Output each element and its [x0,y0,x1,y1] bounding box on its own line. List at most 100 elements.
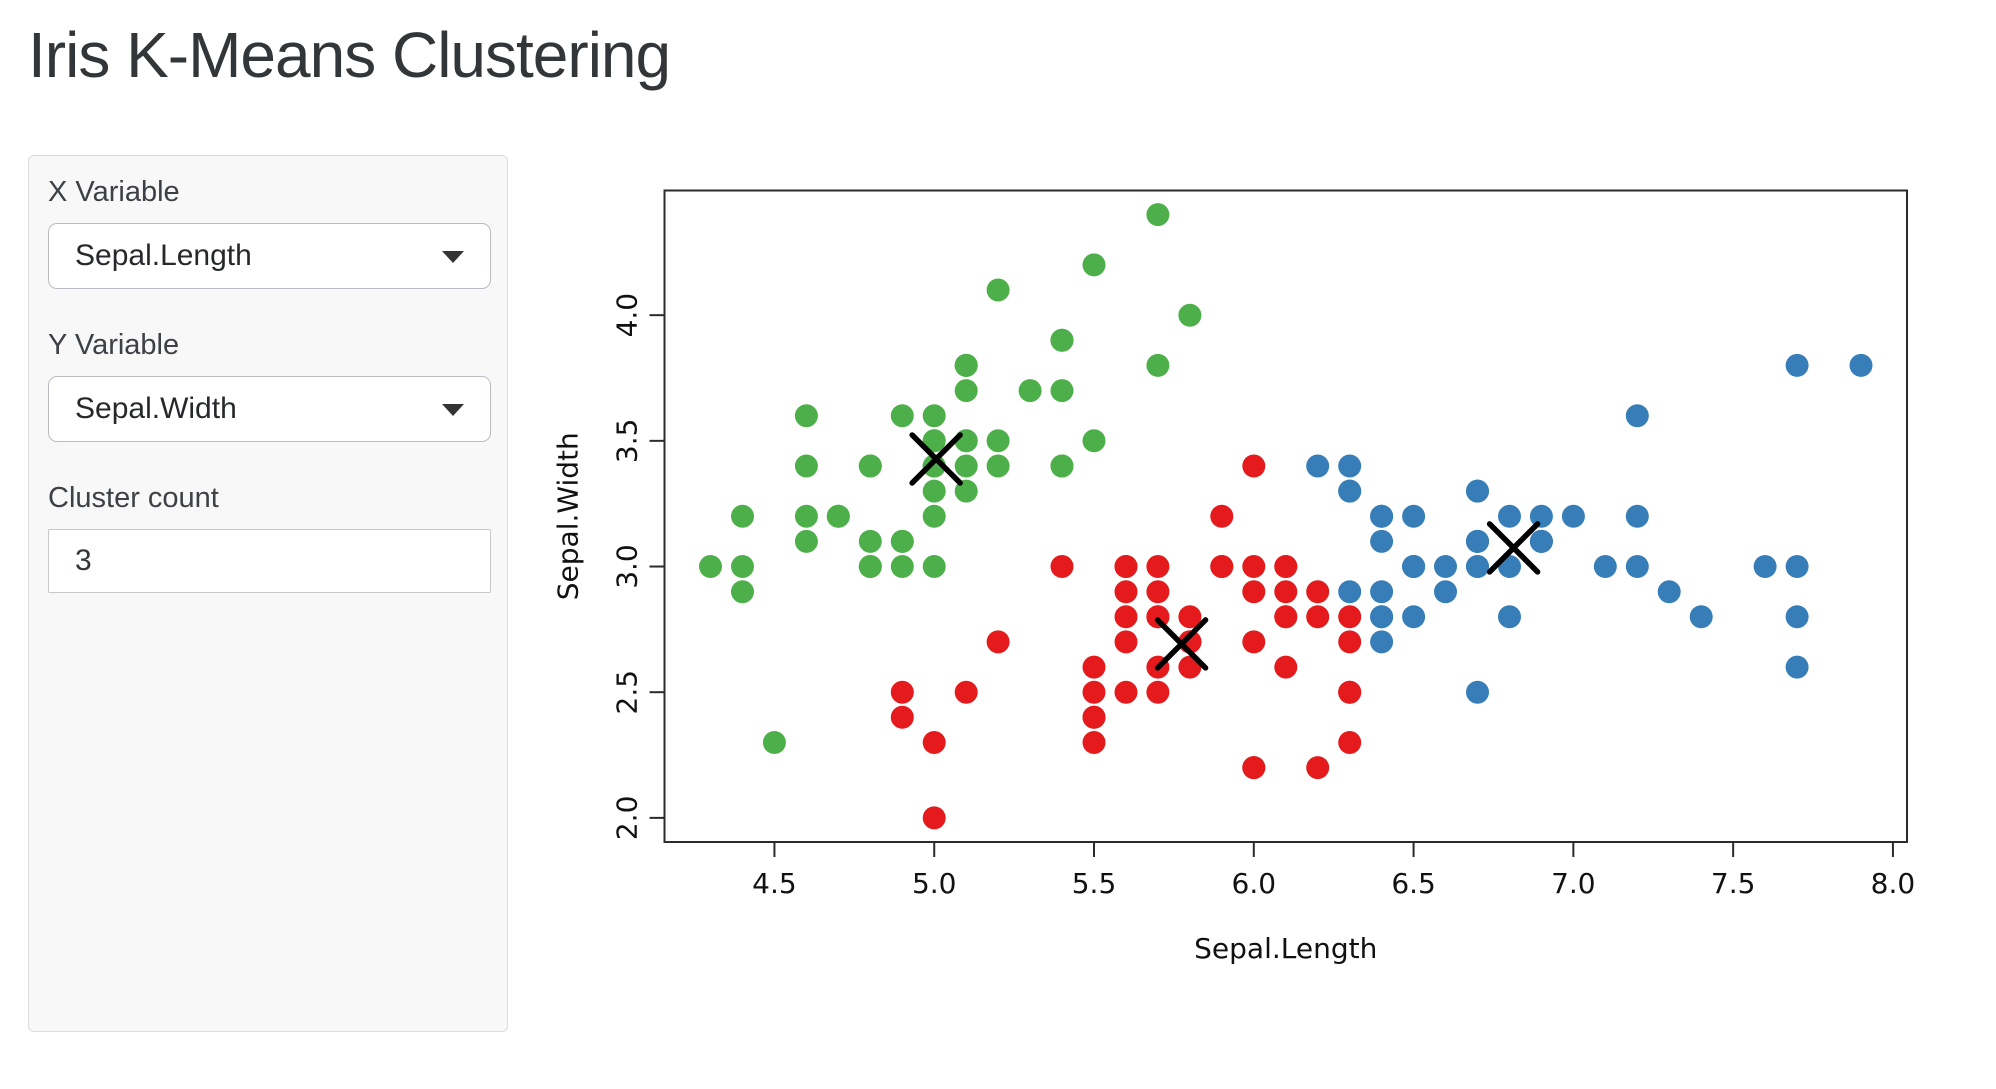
data-point [986,429,1010,453]
data-point [890,705,914,729]
x-variable-select[interactable]: Sepal.Length [48,223,491,289]
data-point [1146,353,1170,377]
data-point [699,555,722,578]
cluster-center-marker [1486,521,1541,575]
cluster-center-marker [1154,617,1209,671]
data-point [1146,680,1170,704]
data-point [1849,353,1873,377]
data-point [1114,555,1138,578]
data-point [1306,756,1330,780]
data-point [1210,555,1234,578]
x-axis-tick-label: 7.0 [1551,867,1596,900]
data-point [1338,731,1362,754]
data-point [954,379,978,403]
data-point [1242,756,1266,780]
data-point [1146,555,1170,578]
data-point [890,555,914,578]
x-axis-tick-label: 4.5 [752,867,797,900]
y-axis-tick-label: 3.0 [611,544,644,589]
data-point [1370,580,1394,604]
data-point [858,454,882,478]
data-point [1529,529,1553,553]
data-point [762,731,786,754]
data-point [858,555,882,578]
data-point [794,404,818,428]
data-point [922,806,946,830]
data-point [1210,504,1234,528]
data-point [731,555,754,578]
data-point [1402,555,1426,578]
data-point [1466,529,1489,553]
y-variable-select[interactable]: Sepal.Width [48,376,491,442]
data-point [1625,504,1649,528]
data-point [1274,555,1298,578]
y-variable-selected-value: Sepal.Width [75,392,237,425]
data-point [1082,705,1106,729]
data-point [1466,555,1489,578]
data-point [1274,655,1298,679]
data-point [1306,454,1330,478]
y-variable-label: Y Variable [48,329,180,361]
data-point [1785,605,1809,629]
data-point [1050,555,1074,578]
data-point [1306,580,1330,604]
data-point [922,429,946,453]
data-point [1274,605,1298,629]
data-point [1498,605,1521,629]
y-axis-title: Sepal.Width [552,432,585,600]
data-point [1242,555,1266,578]
cluster-count-label: Cluster count [48,482,219,514]
x-axis-tick-label: 5.5 [1072,867,1117,900]
data-point [1370,504,1394,528]
x-axis-tick-label: 5.0 [912,867,957,900]
y-axis-tick-label: 2.0 [611,796,644,841]
x-axis-title: Sepal.Length [1194,932,1377,965]
data-point [1402,605,1426,629]
cluster-count-input[interactable] [48,529,491,593]
plot-border [663,189,1908,843]
data-point [1338,680,1362,704]
data-point [1146,580,1170,604]
data-point [1338,479,1362,503]
chevron-down-icon [442,404,464,416]
data-point [1082,655,1106,679]
data-point [1146,203,1170,227]
x-axis-tick-label: 8.0 [1871,867,1916,900]
data-point [1082,253,1106,277]
data-point [1338,454,1362,478]
data-point [1434,580,1457,604]
data-point [1785,555,1809,578]
data-point [954,680,978,704]
data-point [922,404,946,428]
data-point [1274,580,1298,604]
data-point [1018,379,1042,403]
x-variable-label: X Variable [48,176,180,208]
data-point [1753,555,1777,578]
data-point [1689,605,1713,629]
data-point [1561,504,1585,528]
data-point [954,353,978,377]
x-variable-selected-value: Sepal.Length [75,239,252,272]
page-title: Iris K-Means Clustering [28,19,671,91]
data-point [1402,504,1426,528]
data-point [1434,555,1457,578]
data-point [986,454,1010,478]
y-axis-tick-label: 3.5 [611,419,644,464]
data-point [1114,605,1138,629]
data-point [1785,655,1809,679]
data-point [1050,379,1074,403]
x-axis-tick-label: 7.5 [1711,867,1756,900]
data-point [1625,555,1649,578]
data-point [794,504,818,528]
data-point [986,630,1010,654]
data-point [1082,429,1106,453]
data-point [1050,328,1074,352]
data-point [890,680,914,704]
data-point [954,454,978,478]
data-point [1082,731,1106,754]
data-point [1466,680,1489,704]
y-axis-tick-label: 4.0 [611,293,644,338]
data-point [826,504,850,528]
